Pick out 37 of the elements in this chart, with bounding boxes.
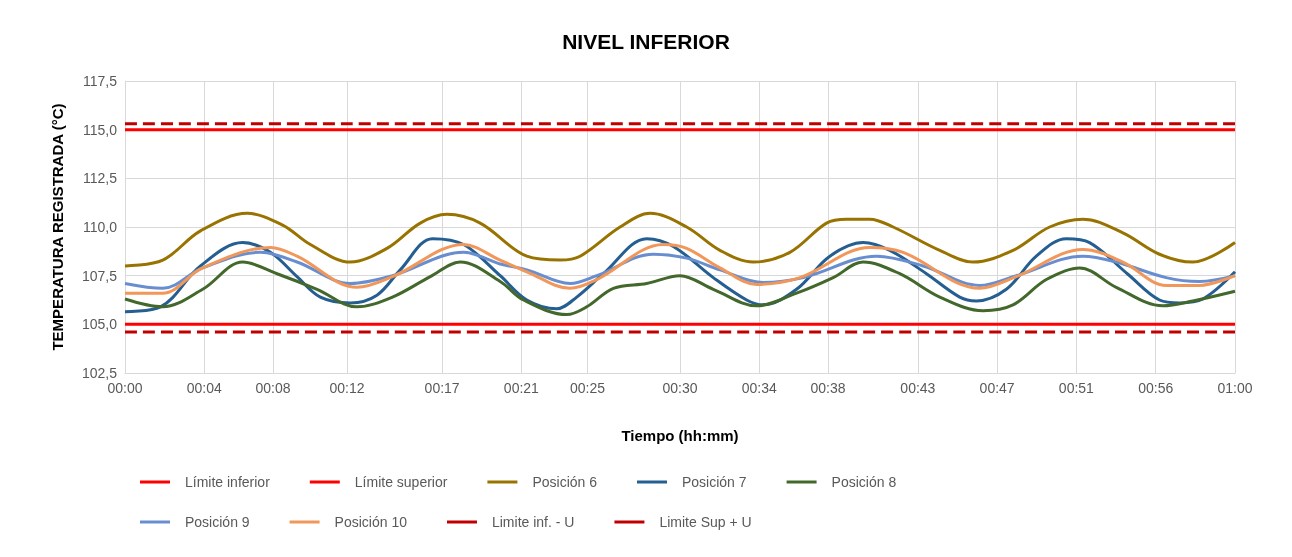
legend-label: Posición 6 [532, 474, 598, 490]
line-series [123, 211, 1237, 268]
y-tick-label: 110,0 [83, 219, 118, 235]
y-tick-label: 102,5 [81, 365, 118, 381]
x-tick-label: 00:17 [424, 380, 460, 396]
x-tick-label: 00:51 [1058, 380, 1095, 396]
x-tick-label: 00:08 [255, 380, 291, 396]
x-tick-label: 00:38 [810, 380, 846, 396]
x-tick-label: 00:25 [570, 380, 606, 396]
legend-label: Posición 9 [185, 514, 250, 530]
chart-title: NIVEL INFERIOR [562, 30, 730, 53]
x-axis-title: Tiempo (hh:mm) [621, 427, 739, 444]
x-tick-label: 00:34 [741, 380, 777, 396]
legend-label: Límite superior [354, 474, 448, 490]
line-series [123, 243, 1237, 295]
x-tick-label: 00:30 [662, 380, 698, 396]
y-tick-label: 112,5 [83, 170, 118, 187]
line-series [123, 260, 1237, 317]
legend-label: Posición 10 [334, 514, 408, 530]
legend-label: Posición 7 [681, 474, 747, 490]
y-tick-label: 105,0 [81, 316, 118, 333]
legend-label: Límite inferior [185, 474, 271, 490]
x-tick-label: 00:43 [900, 380, 936, 396]
y-tick-label: 115,0 [83, 121, 118, 138]
x-tick-label: 00:56 [1138, 380, 1174, 396]
y-tick-label: 107,5 [81, 267, 118, 284]
y-tick-label: 117,5 [83, 73, 118, 89]
legend-label: Limite Sup + U [659, 514, 752, 530]
legend-label: Limite inf. - U [491, 514, 575, 530]
x-tick-label: 00:00 [107, 380, 143, 396]
x-tick-label: 00:47 [979, 380, 1015, 396]
y-axis-title: TEMPERATURA REGISTRADA (°C) [49, 103, 66, 351]
legend-label: Posición 8 [831, 474, 897, 490]
x-tick-label: 00:21 [503, 380, 540, 396]
x-tick-label: 00:04 [186, 380, 222, 396]
x-tick-label: 01:00 [1217, 380, 1253, 396]
x-tick-label: 00:12 [329, 380, 365, 396]
